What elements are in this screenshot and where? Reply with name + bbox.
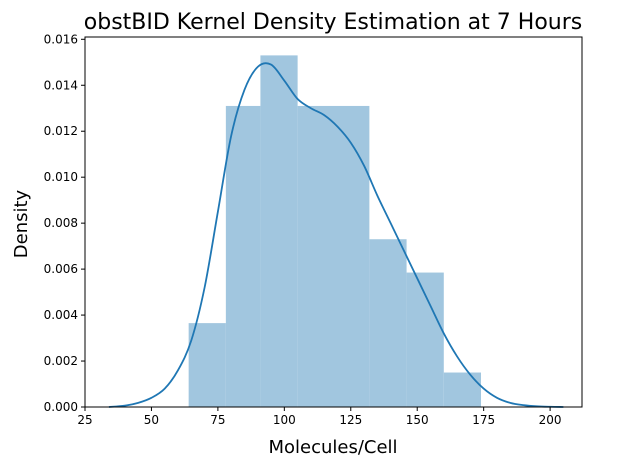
y-tick-label: 0.014 bbox=[44, 78, 78, 92]
histogram-bar-6 bbox=[406, 272, 444, 407]
kde-layer bbox=[108, 62, 564, 408]
x-tick-label: 50 bbox=[144, 413, 159, 427]
x-tick-label: 150 bbox=[406, 413, 429, 427]
x-tick-label: 175 bbox=[472, 413, 495, 427]
y-axis-label: Density bbox=[11, 189, 32, 258]
x-axis-ticks: 25 50 75 100 125 150 175 200 bbox=[77, 407, 562, 427]
x-axis-label: Molecules/Cell bbox=[268, 437, 397, 458]
chart-title: obstBID Kernel Density Estimation at 7 H… bbox=[84, 10, 582, 35]
histogram-bars bbox=[188, 55, 482, 408]
histogram-bar-2 bbox=[225, 105, 261, 408]
x-tick-label: 25 bbox=[77, 413, 92, 427]
x-tick-label: 125 bbox=[339, 413, 362, 427]
histogram-bar-5 bbox=[369, 239, 407, 407]
histogram-bar-3 bbox=[260, 55, 298, 407]
y-tick-label: 0.006 bbox=[44, 262, 78, 276]
x-tick-label: 200 bbox=[539, 413, 562, 427]
y-axis-ticks: 0.000 0.002 0.004 0.006 0.008 0.010 0.012 0.014… bbox=[44, 32, 85, 414]
y-tick-label: 0.004 bbox=[44, 308, 78, 322]
y-tick-label: 0.002 bbox=[44, 354, 78, 368]
histogram-bar-1 bbox=[188, 323, 226, 407]
x-tick-label: 100 bbox=[273, 413, 296, 427]
y-tick-label: 0.008 bbox=[44, 216, 78, 230]
x-tick-label: 75 bbox=[210, 413, 225, 427]
histogram-bar-7 bbox=[443, 372, 482, 407]
kde-curve bbox=[108, 62, 564, 408]
y-tick-label: 0.010 bbox=[44, 170, 78, 184]
histogram-bar-4 bbox=[297, 105, 370, 408]
y-tick-label: 0.016 bbox=[44, 32, 78, 46]
y-tick-label: 0.012 bbox=[44, 124, 78, 138]
plot-area-frame bbox=[84, 36, 583, 408]
y-tick-label: 0.000 bbox=[44, 400, 78, 414]
